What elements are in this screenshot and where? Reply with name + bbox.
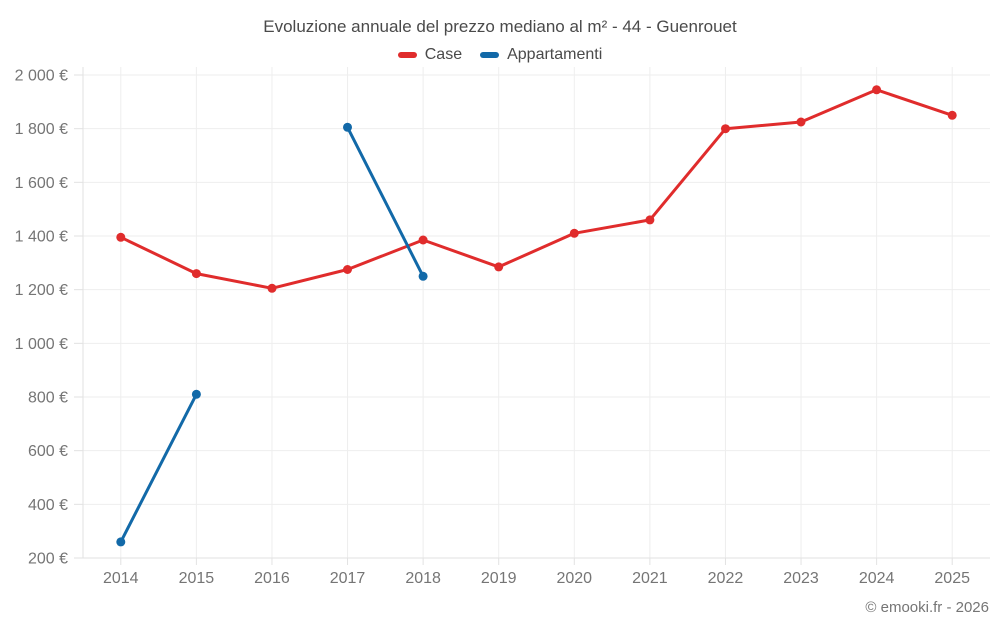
y-tick-label: 1 800 € bbox=[15, 121, 68, 138]
series-line-appartamenti bbox=[119, 392, 198, 544]
point-case-2014 bbox=[116, 232, 126, 242]
point-appartamenti-2014 bbox=[116, 537, 126, 547]
x-tick-label: 2023 bbox=[783, 570, 819, 587]
point-appartamenti-2015 bbox=[191, 389, 201, 399]
point-case-2024 bbox=[872, 85, 882, 95]
chart-title: Evoluzione annuale del prezzo mediano al… bbox=[263, 17, 737, 36]
point-case-2018 bbox=[418, 235, 428, 245]
y-tick-label: 200 € bbox=[28, 551, 68, 568]
legend-swatch-case-icon bbox=[397, 52, 417, 58]
point-case-2015 bbox=[191, 269, 201, 279]
point-case-2016 bbox=[267, 283, 277, 293]
x-tick-label: 2020 bbox=[556, 570, 592, 587]
x-tick-label: 2016 bbox=[254, 570, 290, 587]
x-tick-label: 2018 bbox=[405, 570, 441, 587]
copyright-text: © emooki.fr - 2026 bbox=[865, 599, 989, 616]
x-tick-label: 2021 bbox=[632, 570, 668, 587]
point-case-2017 bbox=[343, 265, 352, 274]
y-tick-label: 2 000 € bbox=[15, 68, 68, 85]
chart-legend: Case Appartamenti bbox=[0, 46, 1000, 64]
point-case-2022 bbox=[721, 124, 730, 134]
series-line-appartamenti bbox=[346, 125, 425, 278]
x-tick-label: 2025 bbox=[934, 570, 970, 587]
y-tick-label: 800 € bbox=[28, 390, 68, 407]
x-tick-label: 2015 bbox=[179, 570, 215, 587]
legend-swatch-appartamenti-icon bbox=[480, 52, 500, 58]
point-case-2020 bbox=[569, 228, 579, 238]
x-tick-label: 2024 bbox=[859, 570, 895, 587]
legend-label-appartamenti: Appartamenti bbox=[507, 46, 603, 63]
y-tick-label: 1 000 € bbox=[15, 336, 68, 353]
series-line-case bbox=[119, 88, 954, 290]
point-case-2023 bbox=[796, 117, 806, 127]
point-case-2019 bbox=[494, 262, 504, 272]
x-tick-label: 2019 bbox=[481, 570, 517, 587]
y-tick-label: 1 200 € bbox=[15, 282, 68, 299]
x-tick-label: 2014 bbox=[103, 570, 139, 587]
y-tick-label: 1 400 € bbox=[15, 229, 68, 246]
point-case-2021 bbox=[645, 215, 655, 225]
legend-item-appartamenti[interactable]: Appartamenti bbox=[480, 46, 602, 64]
point-appartamenti-2017 bbox=[343, 122, 352, 132]
point-appartamenti-2018 bbox=[418, 271, 428, 281]
legend-label-case: Case bbox=[424, 46, 463, 63]
x-tick-label: 2022 bbox=[708, 570, 744, 587]
y-tick-label: 600 € bbox=[28, 443, 68, 460]
y-tick-label: 1 600 € bbox=[15, 175, 68, 192]
point-case-2025 bbox=[947, 110, 957, 120]
x-tick-label: 2017 bbox=[330, 570, 366, 587]
y-tick-label: 400 € bbox=[28, 497, 68, 514]
legend-item-case[interactable]: Case bbox=[397, 46, 463, 64]
